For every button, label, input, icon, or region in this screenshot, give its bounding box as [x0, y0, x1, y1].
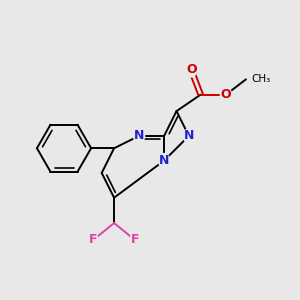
Ellipse shape [158, 154, 170, 168]
Ellipse shape [89, 233, 98, 247]
Ellipse shape [186, 63, 197, 77]
Ellipse shape [183, 129, 194, 143]
Text: N: N [134, 129, 144, 142]
Text: F: F [89, 233, 98, 246]
Text: O: O [186, 63, 196, 76]
Text: O: O [221, 88, 231, 101]
Text: N: N [159, 154, 169, 167]
Text: F: F [130, 233, 139, 246]
Ellipse shape [134, 129, 145, 143]
Ellipse shape [130, 233, 139, 247]
Text: N: N [184, 129, 194, 142]
Ellipse shape [220, 88, 232, 102]
Text: CH₃: CH₃ [251, 74, 271, 84]
